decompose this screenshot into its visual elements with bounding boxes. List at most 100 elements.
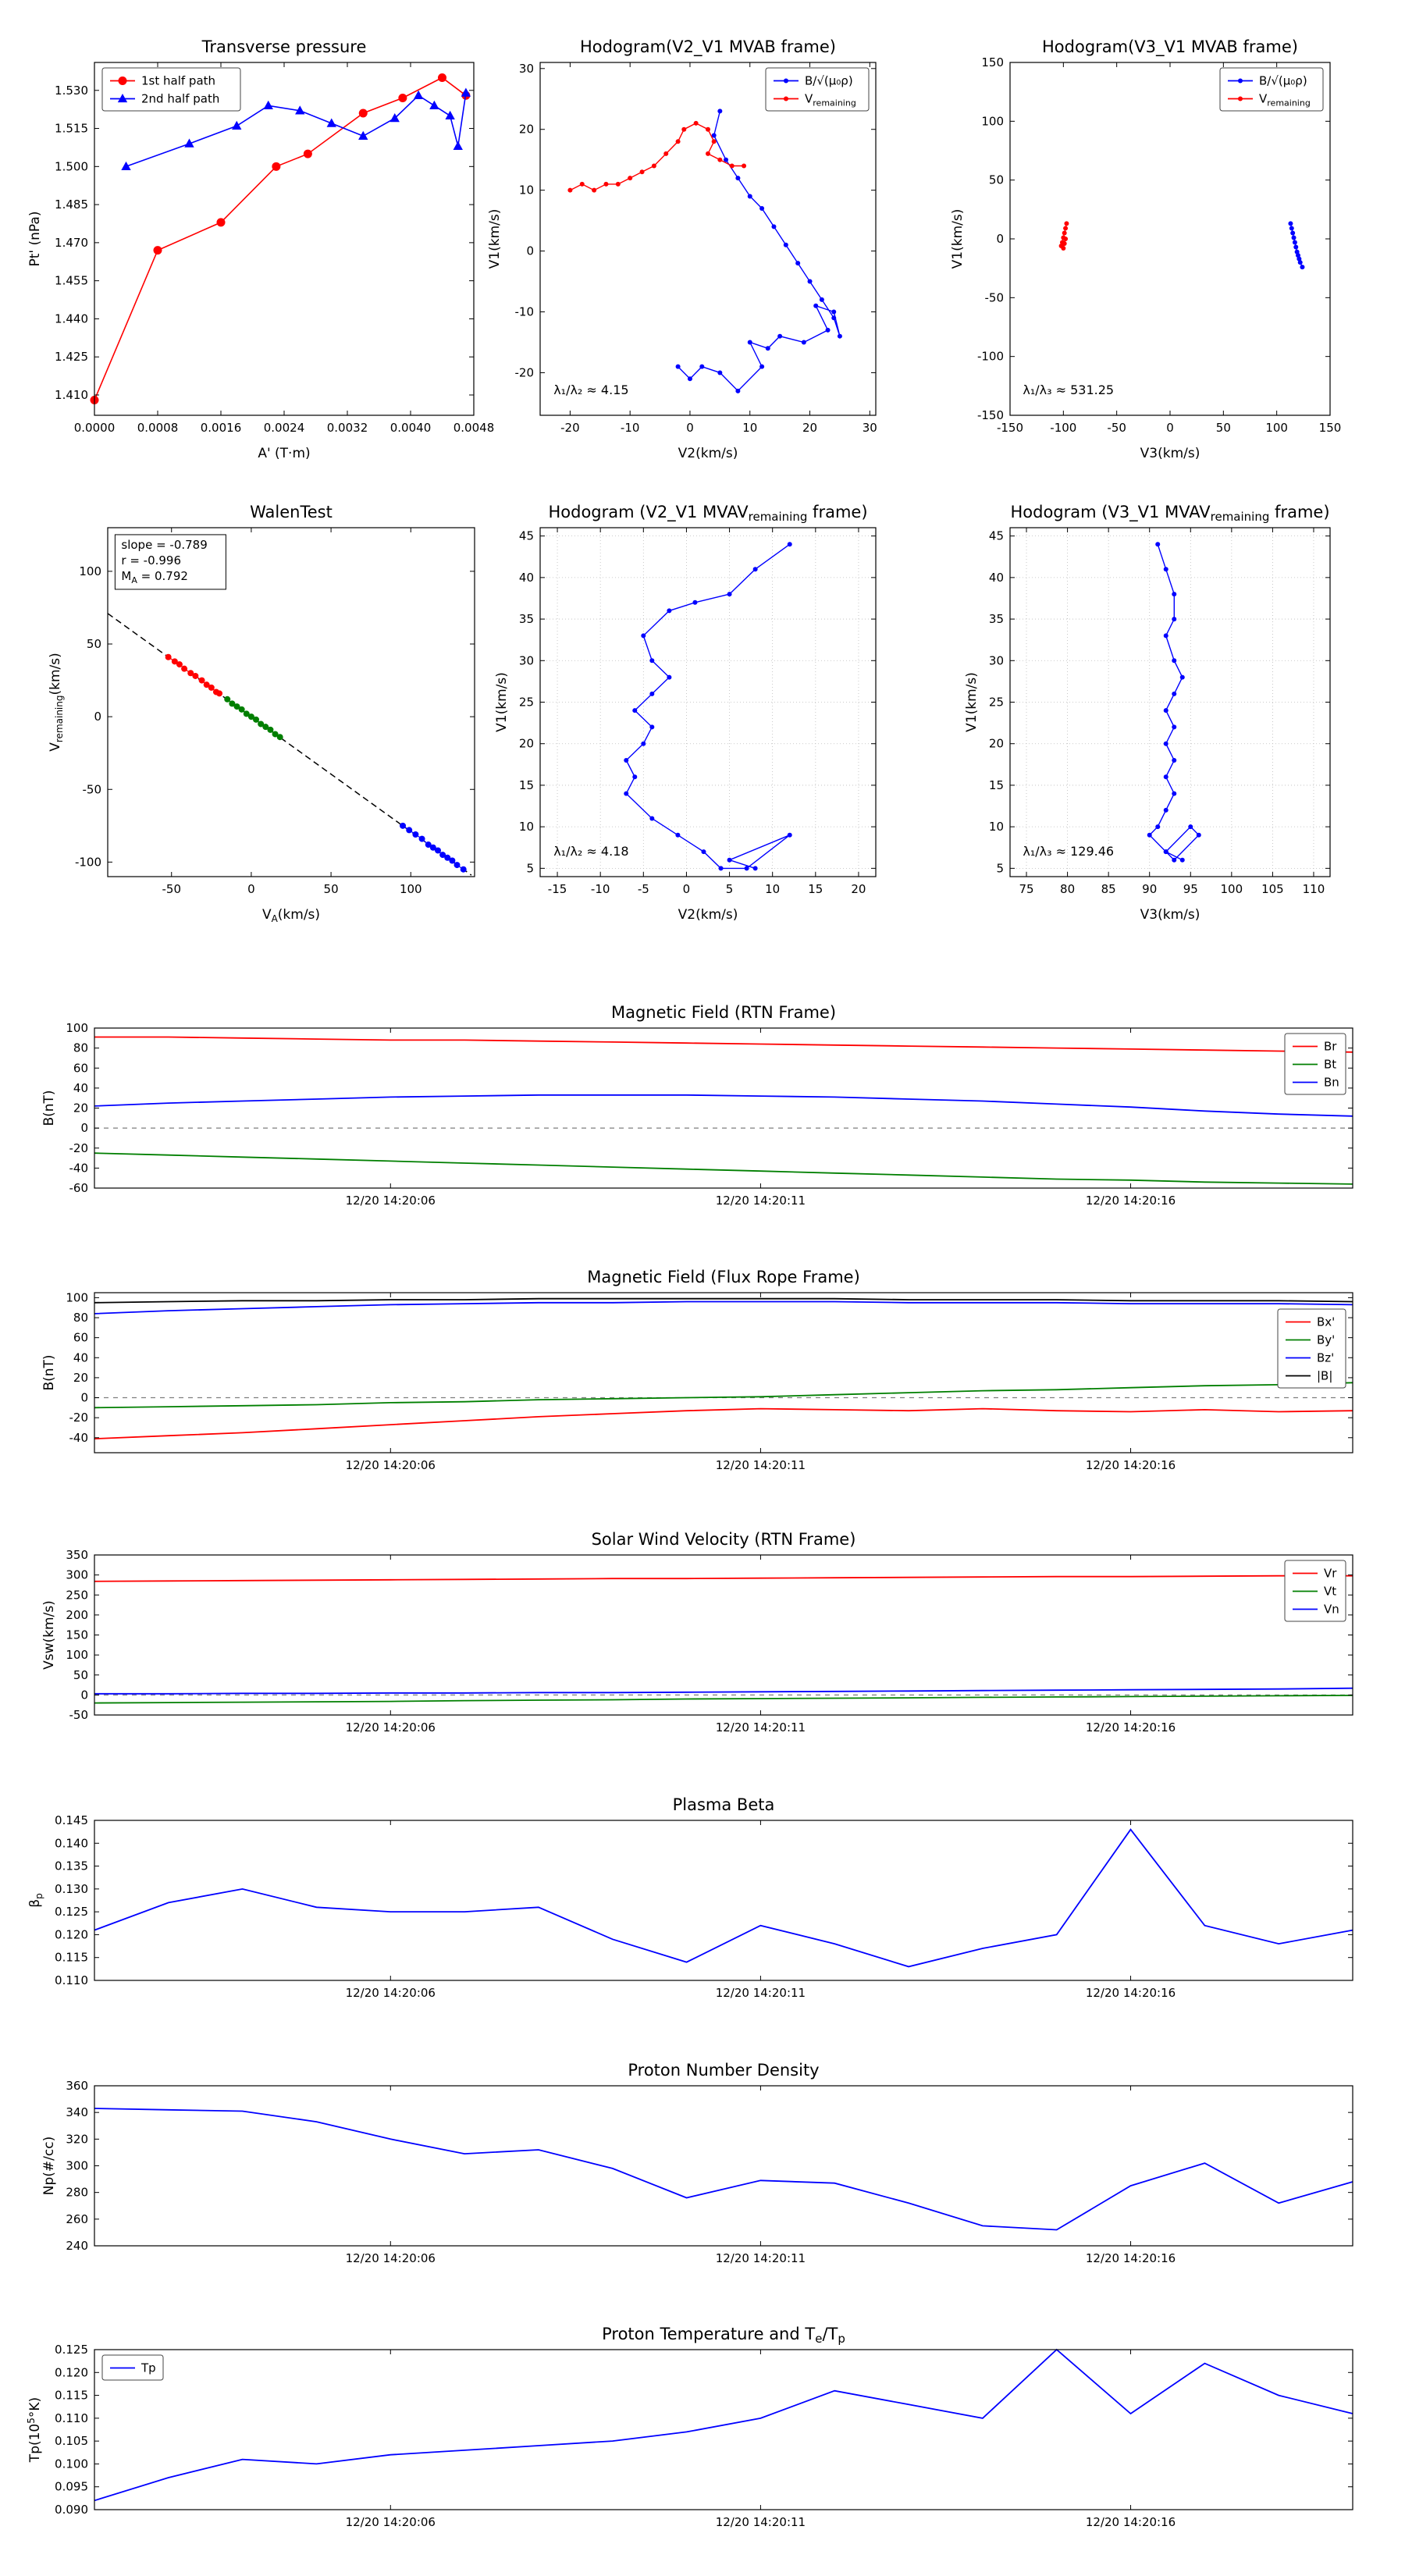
hodogram-v2v1-mvav-title: Hodogram (V2_V1 MVAVremaining frame) xyxy=(548,503,867,524)
x-tick-label: 12/20 14:20:16 xyxy=(1086,1194,1176,1208)
point-marker xyxy=(454,862,461,869)
point-marker xyxy=(699,364,705,369)
y-tick-label: 0.095 xyxy=(55,2480,88,2494)
x-tick-label: 12/20 14:20:11 xyxy=(716,1458,806,1472)
y-tick-label: 0 xyxy=(526,244,534,258)
transverse-pressure-xlabel: A' (T·m) xyxy=(258,446,310,461)
point-marker xyxy=(406,827,413,834)
point-marker xyxy=(624,758,629,763)
point-marker xyxy=(649,691,655,696)
x-tick-label: 50 xyxy=(324,882,339,896)
y-tick-label: 20 xyxy=(73,1101,88,1115)
point-marker xyxy=(1172,791,1177,796)
point-marker xyxy=(1155,824,1161,830)
proton-temperature: 12/20 14:20:06 12/20 14:20:11 12/20 14:20:… xyxy=(26,2325,1353,2529)
point-marker xyxy=(701,849,706,855)
magnetic-field-rtn-legend: Br Bt Bn xyxy=(1284,1033,1346,1095)
y-tick-label: 10 xyxy=(989,820,1004,834)
point-marker xyxy=(667,674,672,680)
point-marker xyxy=(1163,741,1168,746)
legend-box xyxy=(765,67,870,112)
point-marker xyxy=(735,388,741,393)
point-marker xyxy=(711,139,717,144)
point-marker xyxy=(1062,230,1067,236)
point-marker xyxy=(247,713,254,720)
point-marker xyxy=(1288,221,1293,226)
legend-label: 2nd half path xyxy=(141,92,219,106)
proton-temperature-ticks: 12/20 14:20:06 12/20 14:20:11 12/20 14:20:… xyxy=(55,2343,1353,2529)
point-marker xyxy=(272,162,281,171)
triangle-marker xyxy=(358,130,368,140)
point-marker xyxy=(831,309,837,315)
proton-temperature-title: Proton Temperature and Te/Tp xyxy=(602,2325,845,2346)
point-marker xyxy=(1172,691,1177,696)
point-marker xyxy=(276,734,283,741)
y-tick-label: 35 xyxy=(989,612,1004,626)
point-marker xyxy=(1163,633,1168,639)
y-tick-label: 0.110 xyxy=(55,1973,88,1987)
point-marker xyxy=(438,73,446,83)
annotation-text: λ₁/λ₂ ≈ 4.18 xyxy=(553,844,628,859)
legend-label: Vn xyxy=(1324,1603,1339,1617)
point-marker xyxy=(692,600,698,605)
x-tick-label: -20 xyxy=(560,421,580,435)
magnetic-field-flux-rope: 12/20 14:20:06 12/20 14:20:11 12/20 14:20:… xyxy=(41,1268,1353,1472)
y-tick-label: -100 xyxy=(75,855,101,869)
x-tick-label: 20 xyxy=(851,882,866,896)
y-tick-label: -20 xyxy=(69,1141,89,1155)
point-marker xyxy=(1292,240,1297,245)
y-tick-label: 280 xyxy=(66,2186,88,2200)
x-tick-label: -10 xyxy=(591,882,610,896)
x-tick-label: 12/20 14:20:06 xyxy=(346,1194,436,1208)
x-tick-label: 12/20 14:20:11 xyxy=(716,2515,806,2529)
point-marker xyxy=(801,340,806,345)
x-tick-label: -10 xyxy=(621,421,640,435)
point-marker xyxy=(724,157,729,162)
y-tick-label: 50 xyxy=(87,637,101,651)
y-tick-label: 5 xyxy=(996,861,1004,875)
triangle-marker xyxy=(461,87,471,97)
point-marker xyxy=(1163,567,1168,572)
point-marker xyxy=(649,816,655,821)
point-marker xyxy=(718,866,724,871)
magnetic-field-flux-rope-series-bz xyxy=(94,1300,1353,1315)
point-marker xyxy=(717,370,723,375)
hodogram-v3v1-mvav-series-b-over-sqrt-mu0-rho xyxy=(1147,542,1201,863)
point-marker xyxy=(765,346,770,351)
point-marker xyxy=(747,340,752,345)
y-tick-label: -150 xyxy=(977,408,1004,422)
solar-wind-velocity-rtn-series-vn xyxy=(94,1687,1353,1695)
point-marker xyxy=(181,665,188,672)
point-marker xyxy=(1196,832,1201,838)
x-tick-label: 0.0024 xyxy=(264,421,305,435)
point-marker xyxy=(675,832,681,838)
y-tick-label: 40 xyxy=(989,571,1004,585)
y-tick-label: 0.115 xyxy=(55,1951,88,1965)
axes-frame xyxy=(94,2349,1353,2510)
hodogram-v3v1-mvav-ticks: 75 80 85 90 95 100 105 110 5 10 15 20 25 30 35 40 45 xyxy=(989,528,1330,896)
y-tick-label: 60 xyxy=(73,1061,88,1075)
point-marker xyxy=(706,151,710,156)
walen-test-series-middle-segment xyxy=(224,696,283,741)
plasma-beta-ticks: 12/20 14:20:06 12/20 14:20:11 12/20 14:20:… xyxy=(55,1813,1353,2000)
transverse-pressure-legend: 1st half path 2nd half path xyxy=(101,67,241,112)
axes-frame xyxy=(539,62,877,416)
point-marker xyxy=(1172,592,1177,597)
x-tick-label: 150 xyxy=(1319,421,1342,435)
y-tick-label: 0.125 xyxy=(55,2343,88,2357)
y-tick-label: -100 xyxy=(977,350,1004,364)
point-marker xyxy=(203,681,210,688)
point-marker xyxy=(176,661,183,668)
y-tick-label: 60 xyxy=(73,1331,88,1345)
point-marker xyxy=(641,741,646,746)
point-marker xyxy=(813,303,819,308)
point-marker xyxy=(171,658,178,665)
annotation-line: r = -0.996 xyxy=(121,553,181,568)
point-marker xyxy=(675,139,681,144)
point-marker xyxy=(632,774,638,780)
y-tick-label: 0.100 xyxy=(55,2457,88,2471)
point-marker xyxy=(752,567,758,572)
x-tick-label: 0 xyxy=(686,421,694,435)
point-marker xyxy=(1179,674,1185,680)
point-marker xyxy=(783,242,788,247)
